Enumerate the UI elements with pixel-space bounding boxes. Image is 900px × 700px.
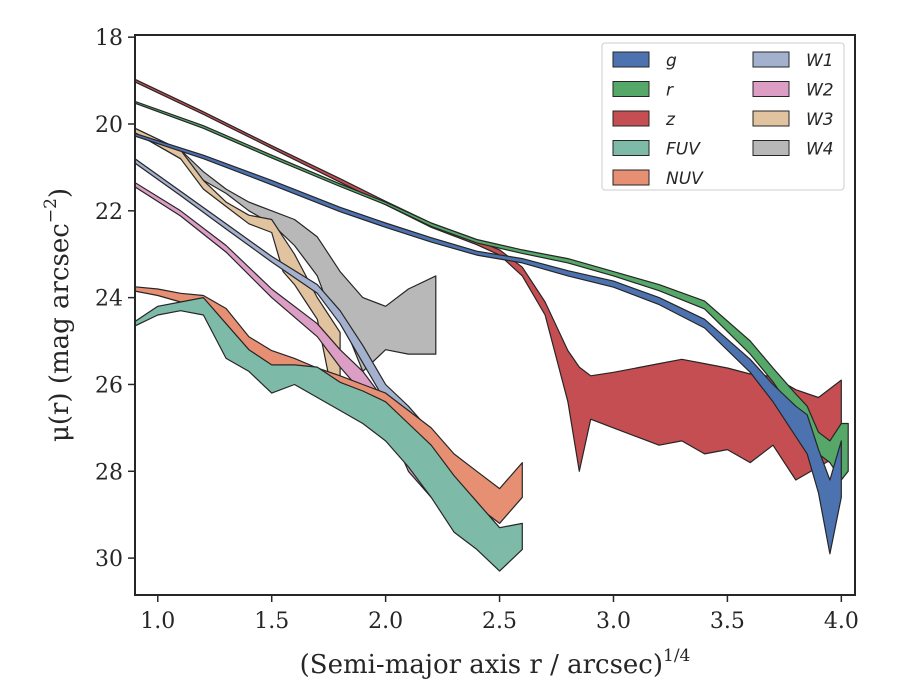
- y-tick-label: 30: [95, 547, 123, 572]
- x-axis-label-exponent: 1/4: [663, 646, 690, 666]
- x-axis-label: (Semi-major axis r / arcsec)1/4: [300, 646, 691, 680]
- x-tick-label: 2.5: [482, 609, 517, 634]
- x-tick-label: 3.5: [710, 609, 745, 634]
- x-tick-label: 3.0: [596, 609, 631, 634]
- legend-label-w1: W1: [806, 51, 834, 71]
- x-tick-label: 1.5: [254, 609, 289, 634]
- plot-frame: [134, 34, 856, 596]
- series-band-r: [135, 100, 849, 481]
- x-axis: 1.0 1.5 2.0 2.5 3.0 3.5 4.0: [140, 595, 859, 634]
- y-tick-label: 22: [95, 200, 123, 225]
- y-axis: 18 20 22 24 26 28 30: [95, 26, 135, 572]
- legend-swatch-w1: [752, 51, 790, 68]
- legend-swatch-w3: [752, 110, 790, 127]
- y-tick-label: 20: [95, 113, 123, 138]
- x-tick-label: 2.0: [368, 609, 403, 634]
- y-axis-label-text: μ(r) (mag arcsec: [45, 223, 75, 442]
- legend-label-nuv: NUV: [666, 169, 704, 189]
- x-tick-label: 1.0: [140, 609, 175, 634]
- y-axis-label-close: ): [45, 188, 75, 198]
- legend-swatch-w4: [752, 140, 790, 156]
- legend-swatch-fuv: [612, 140, 650, 156]
- series-band-w4: [135, 127, 437, 372]
- legend-swatch-g: [612, 51, 650, 68]
- legend-label-g: g: [666, 51, 677, 71]
- legend: grz FUV NUV W1 W2 W3 W4: [601, 42, 845, 191]
- legend-swatch-r: [612, 81, 650, 97]
- x-axis-label-text: (Semi-major axis r / arcsec): [300, 650, 663, 680]
- legend-swatch-nuv: [612, 169, 650, 186]
- y-tick-label: 24: [95, 287, 123, 312]
- y-tick-label: 28: [95, 460, 123, 485]
- y-axis-label: μ(r) (mag arcsec−2): [41, 188, 75, 442]
- y-tick-label: 18: [95, 26, 123, 51]
- series-band-g: [135, 132, 842, 555]
- y-axis-label-exponent: −2: [41, 198, 61, 223]
- series-band-fuv: [135, 297, 523, 572]
- legend-label-fuv: FUV: [666, 140, 701, 160]
- y-tick-label: 26: [95, 373, 123, 398]
- legend-label-w2: W2: [806, 81, 834, 101]
- series-layer: [135, 78, 849, 572]
- legend-label-w4: W4: [806, 140, 834, 160]
- legend-label-r: r: [666, 81, 674, 101]
- legend-swatch-z: [612, 110, 650, 127]
- x-tick-label: 4.0: [824, 609, 859, 634]
- legend-swatch-w2: [752, 81, 790, 97]
- legend-label-w3: W3: [806, 110, 834, 130]
- legend-label-z: z: [665, 110, 676, 130]
